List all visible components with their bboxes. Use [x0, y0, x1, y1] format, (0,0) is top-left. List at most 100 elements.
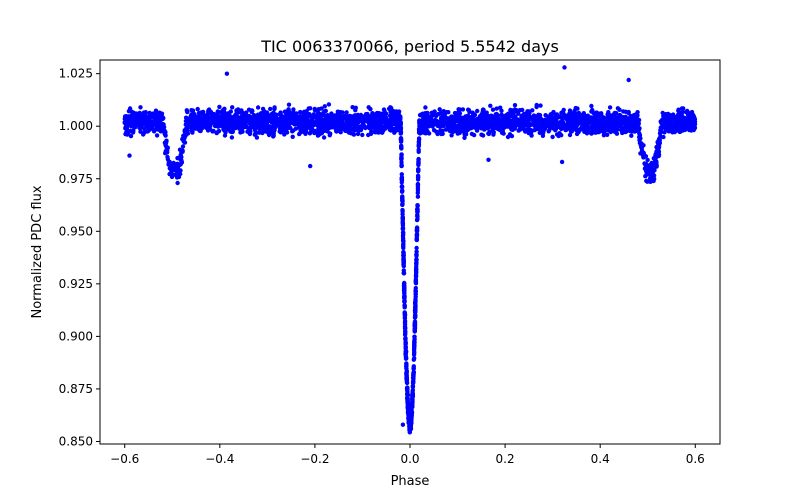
data-point	[405, 391, 410, 397]
data-point	[406, 403, 411, 408]
data-point	[123, 131, 128, 137]
x-tick-label: 0.2	[496, 452, 515, 466]
data-point	[353, 122, 358, 128]
data-point	[252, 122, 257, 128]
data-point	[440, 131, 445, 136]
data-point	[159, 124, 165, 129]
data-point	[154, 133, 160, 138]
data-point	[540, 123, 545, 128]
data-point	[308, 163, 313, 169]
data-point	[127, 153, 132, 158]
data-point	[413, 278, 419, 283]
data-point	[286, 102, 292, 107]
data-point	[138, 105, 143, 110]
data-point	[263, 117, 268, 122]
data-point	[400, 197, 405, 202]
data-point	[627, 119, 632, 124]
data-point	[186, 120, 191, 125]
data-point	[524, 117, 530, 122]
data-point	[378, 124, 383, 129]
data-point	[469, 131, 475, 137]
data-point	[274, 123, 279, 128]
data-point	[170, 173, 175, 178]
data-point	[462, 135, 467, 140]
data-point	[629, 133, 634, 138]
data-point	[300, 127, 305, 133]
data-point	[250, 117, 255, 122]
data-point	[445, 126, 450, 132]
data-point	[141, 121, 146, 126]
data-point	[355, 131, 361, 137]
data-point	[373, 115, 379, 120]
data-point	[401, 270, 407, 276]
data-point	[193, 125, 199, 130]
data-point	[410, 379, 416, 384]
data-point	[160, 114, 165, 120]
data-point	[488, 103, 493, 109]
data-point	[288, 118, 293, 123]
data-point	[400, 422, 406, 427]
data-point	[509, 123, 515, 128]
data-point	[235, 114, 240, 119]
data-point	[681, 106, 686, 111]
data-point	[689, 128, 694, 133]
data-point	[403, 350, 408, 356]
chart-title: TIC 0063370066, period 5.5542 days	[260, 37, 559, 56]
data-point	[538, 129, 544, 134]
data-point	[230, 105, 235, 110]
data-point	[686, 119, 691, 124]
data-point	[176, 163, 182, 168]
data-point	[607, 123, 612, 129]
data-point	[210, 129, 215, 134]
data-point	[413, 288, 418, 294]
data-point	[412, 342, 417, 347]
data-point	[236, 119, 241, 125]
data-point	[605, 112, 610, 117]
data-point	[272, 105, 277, 110]
data-point	[470, 117, 475, 122]
data-point	[545, 117, 551, 123]
data-point	[278, 130, 283, 135]
data-point	[349, 131, 354, 136]
y-tick-label: 0.900	[59, 329, 93, 343]
data-point	[404, 380, 410, 385]
x-tick-label: 0.0	[400, 452, 419, 466]
y-axis-label: Normalized PDC flux	[30, 185, 45, 318]
data-point	[216, 129, 221, 134]
data-point	[332, 123, 338, 128]
data-point	[360, 132, 365, 138]
data-point	[486, 115, 492, 120]
data-point	[320, 112, 325, 117]
data-point	[401, 263, 406, 269]
data-point	[417, 121, 422, 126]
data-point	[400, 215, 405, 220]
data-point	[416, 147, 421, 152]
data-point	[401, 284, 407, 289]
data-point	[415, 182, 421, 187]
data-point	[165, 145, 170, 150]
data-point	[589, 131, 594, 136]
data-point	[597, 129, 603, 134]
data-point	[632, 129, 637, 134]
data-point	[142, 126, 147, 132]
data-point	[522, 127, 527, 132]
data-point	[526, 125, 531, 130]
data-point	[146, 122, 151, 128]
data-point	[661, 113, 666, 119]
data-point	[639, 141, 644, 146]
data-point	[390, 117, 395, 123]
data-point	[423, 126, 428, 132]
data-point	[405, 396, 410, 401]
data-point	[242, 119, 248, 124]
data-point	[290, 134, 295, 139]
data-point	[505, 124, 510, 129]
data-point	[559, 159, 565, 165]
data-point	[621, 109, 626, 114]
data-point	[398, 125, 404, 131]
data-point	[426, 131, 432, 136]
data-point	[127, 106, 133, 111]
data-point	[388, 124, 394, 129]
data-point	[320, 122, 325, 127]
